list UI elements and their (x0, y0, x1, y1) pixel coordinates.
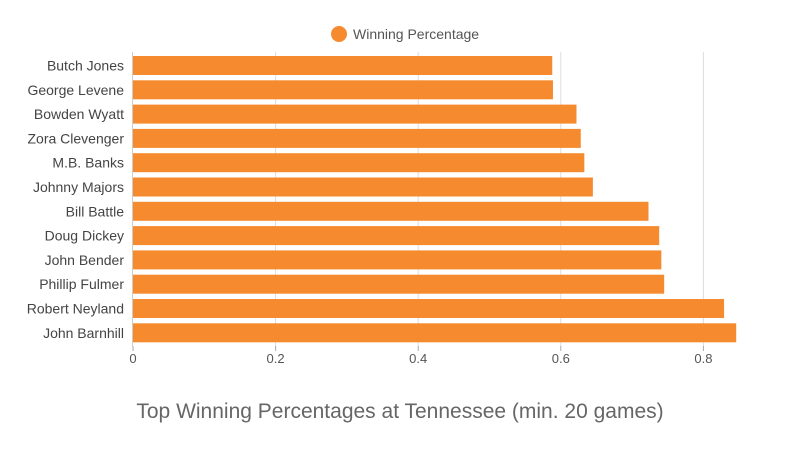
chart-title: Top Winning Percentages at Tennessee (mi… (136, 400, 664, 423)
category-label: Doug Dickey (45, 228, 124, 244)
bar[interactable] (133, 128, 581, 148)
bar[interactable] (133, 104, 577, 124)
category-label: M.B. Banks (52, 155, 124, 171)
category-label: Johnny Majors (33, 179, 124, 195)
category-label: George Levene (27, 82, 124, 98)
category-label: Phillip Fulmer (39, 276, 124, 292)
x-tick-label: 0.2 (267, 351, 285, 366)
x-tick-label: 0.6 (552, 351, 570, 366)
bars (133, 56, 737, 343)
bar[interactable] (133, 226, 660, 246)
bar[interactable] (133, 274, 665, 294)
legend-label: Winning Percentage (353, 26, 479, 42)
bar[interactable] (133, 299, 725, 318)
axes (132, 52, 704, 351)
category-label: John Bender (45, 252, 125, 268)
category-label: Butch Jones (47, 58, 124, 74)
bar[interactable] (133, 323, 737, 343)
category-label: Bowden Wyatt (34, 106, 124, 122)
bar[interactable] (133, 56, 553, 75)
bar[interactable] (133, 80, 553, 100)
category-label: Zora Clevenger (28, 130, 125, 146)
x-tick-label: 0.4 (409, 351, 427, 366)
x-tick-label: 0 (129, 351, 136, 366)
legend[interactable]: Winning Percentage (331, 26, 479, 42)
category-label: Robert Neyland (27, 301, 124, 317)
bar[interactable] (133, 153, 585, 173)
x-tick-labels: 0 0.2 0.4 0.6 0.8 (129, 351, 712, 366)
grid-lines (275, 52, 704, 346)
category-labels: Butch Jones George Levene Bowden Wyatt Zora… (27, 58, 125, 341)
category-label: Bill Battle (66, 203, 125, 219)
bar[interactable] (133, 177, 593, 197)
bar[interactable] (133, 201, 649, 221)
bar[interactable] (133, 250, 662, 270)
x-tick-label: 0.8 (694, 351, 712, 366)
category-label: John Barnhill (43, 325, 124, 341)
legend-swatch (331, 26, 347, 42)
